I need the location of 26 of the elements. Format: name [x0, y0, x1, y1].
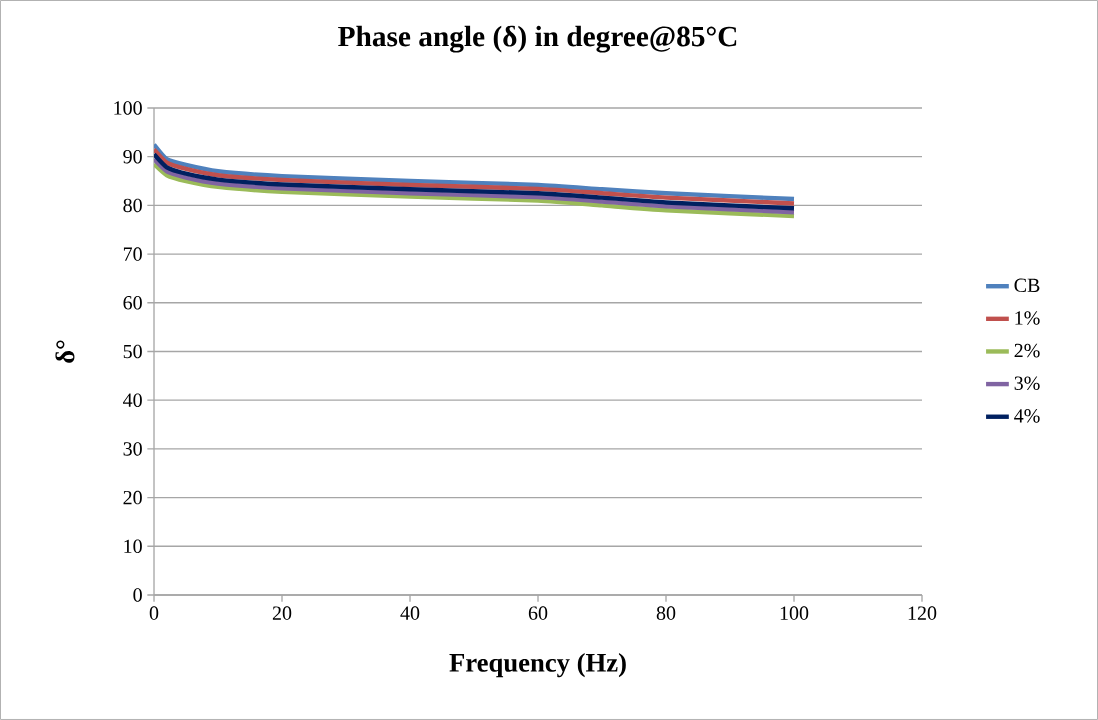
y-tick-label: 50	[123, 344, 142, 359]
y-tick-label: 90	[123, 149, 142, 164]
y-axis-title: δ°	[55, 340, 75, 363]
y-tick-label: 80	[123, 198, 142, 213]
legend-label: 4%	[1014, 409, 1040, 423]
x-tick-label: 100	[780, 606, 809, 620]
x-tick-label: 20	[272, 606, 292, 620]
y-tick-label: 60	[123, 296, 142, 310]
y-tick-label: 0	[133, 588, 142, 602]
x-tick-label: 0	[149, 606, 159, 620]
y-tick-label: 30	[123, 442, 142, 456]
y-tick-label: 10	[124, 539, 142, 554]
legend-label: 1%	[1015, 311, 1040, 325]
x-tick-label: 80	[656, 606, 676, 620]
x-axis-title: Frequency (Hz)	[449, 652, 626, 678]
y-tick-label: 20	[123, 490, 142, 505]
legend-label: CB	[1014, 278, 1040, 293]
y-tick-label: 40	[123, 393, 142, 407]
x-tick-label: 120	[908, 606, 937, 620]
legend-label: 2%	[1014, 343, 1040, 358]
x-tick-label: 40	[400, 606, 420, 620]
y-tick-label: 70	[123, 247, 142, 261]
y-tick-label: 100	[114, 101, 142, 115]
legend-label: 3%	[1014, 376, 1040, 391]
chart-title: Phase angle (δ) in degree@85°C	[338, 25, 737, 53]
x-tick-label: 60	[528, 606, 548, 620]
